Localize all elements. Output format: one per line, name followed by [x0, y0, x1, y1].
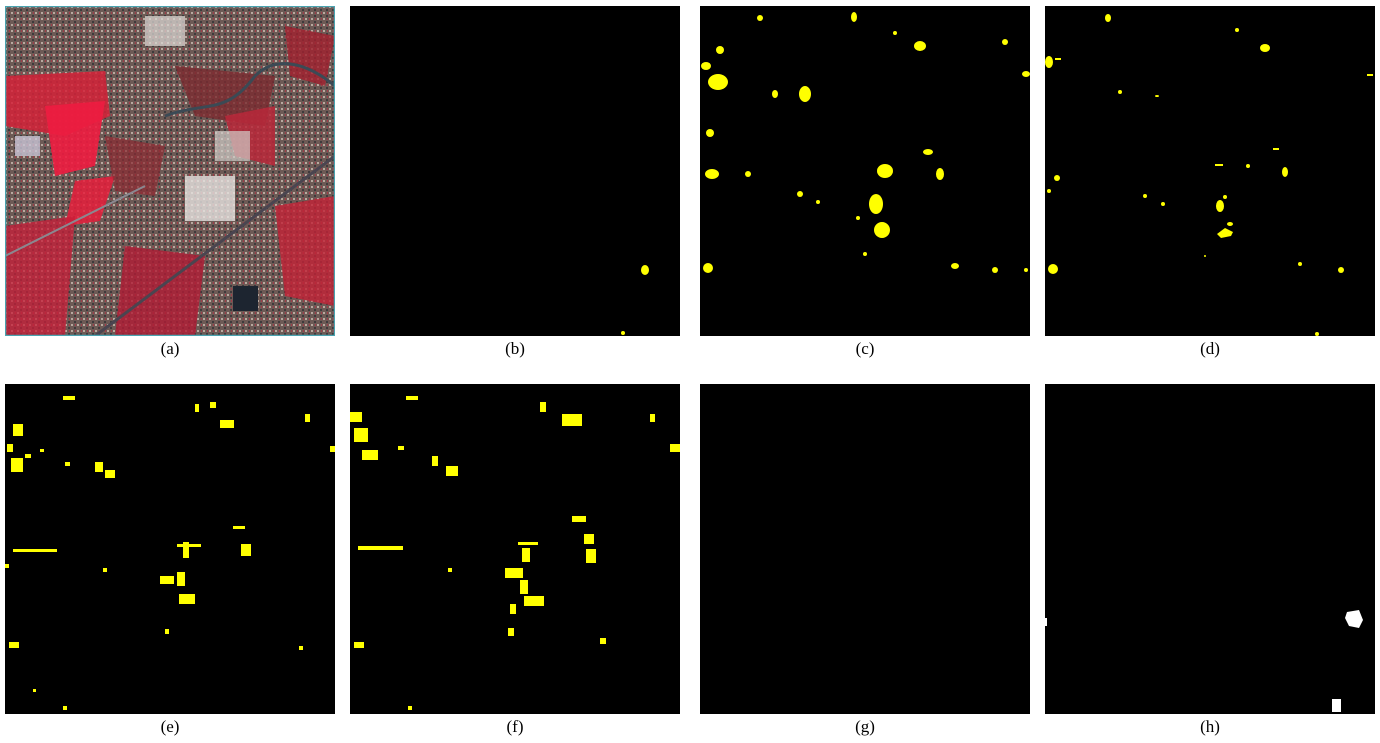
ground-truth-h — [1045, 384, 1375, 714]
change-map-f — [350, 384, 680, 714]
caption-g: (g) — [855, 717, 875, 736]
caption-h: (h) — [1200, 717, 1220, 736]
caption-b: (b) — [505, 339, 525, 358]
panel-d: (d) — [1045, 6, 1375, 366]
panel-c: (c) — [700, 6, 1030, 366]
caption-a: (a) — [160, 339, 180, 358]
panel-a: (a) — [5, 6, 335, 366]
caption-c: (c) — [855, 339, 875, 358]
satellite-image — [5, 6, 335, 336]
panel-g: (g) — [700, 384, 1030, 740]
caption-e: (e) — [160, 717, 180, 736]
change-map-e — [5, 384, 335, 714]
change-map-b — [350, 6, 680, 336]
panel-b: (b) — [350, 6, 680, 366]
change-map-c — [700, 6, 1030, 336]
panel-h: (h) — [1045, 384, 1375, 740]
panel-e: (e) — [5, 384, 335, 740]
change-map-g — [700, 384, 1030, 714]
caption-f: (f) — [506, 717, 524, 736]
panel-f: (f) — [350, 384, 680, 740]
change-map-d — [1045, 6, 1375, 336]
caption-d: (d) — [1200, 339, 1220, 358]
